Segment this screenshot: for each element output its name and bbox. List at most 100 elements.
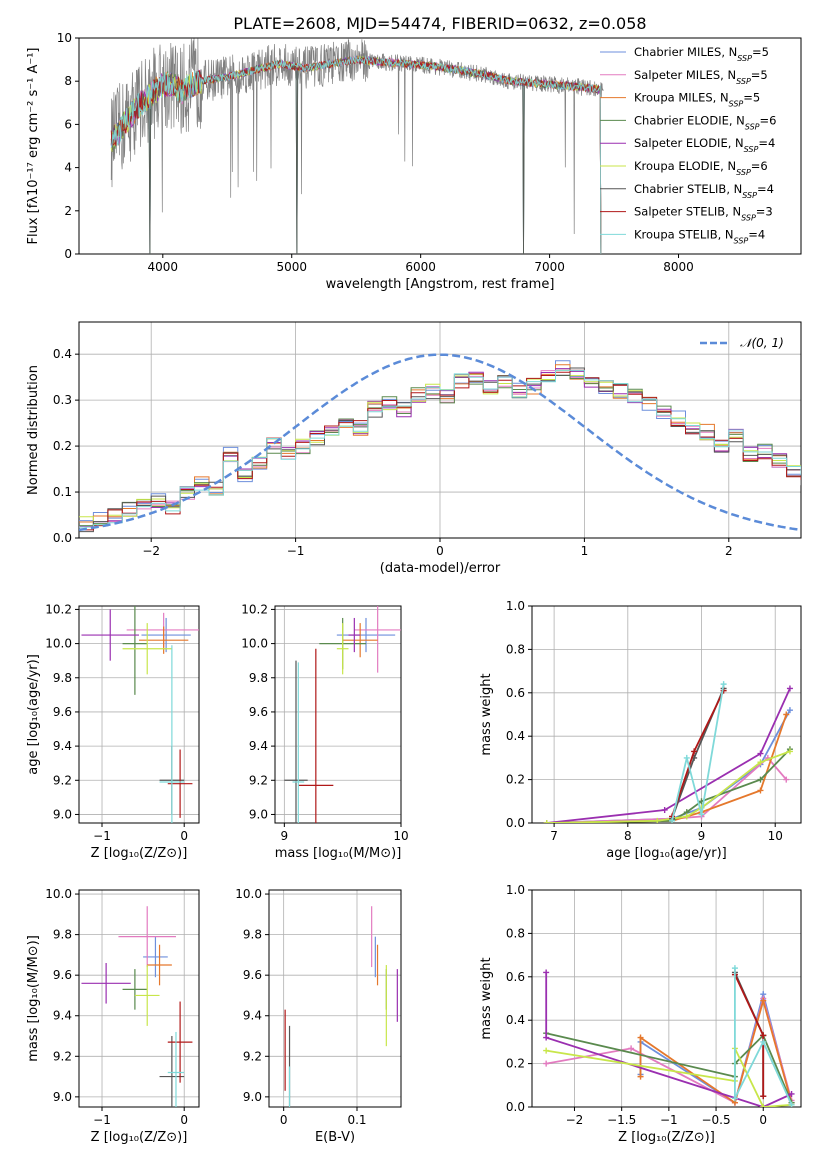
x-tick-label: 6000 [405, 260, 436, 274]
weight-marker [691, 748, 698, 755]
y-tick-label: 0.4 [53, 347, 72, 361]
y-tick-label: 4 [64, 161, 72, 175]
y-tick-label: 9.0 [243, 1090, 262, 1104]
y-tick-label: 10.0 [45, 887, 72, 901]
y-tick-label: 0.2 [53, 439, 72, 453]
legend-label: Chabrier ELODIE, NSSP=6 [634, 113, 776, 130]
legend-label: 𝒩(0, 1) [740, 336, 784, 350]
y-tick-label: 9.8 [53, 671, 72, 685]
weight-marker [757, 787, 764, 794]
y-tick-label: 0.8 [506, 926, 525, 940]
weight-line-kroupa-stelib [671, 683, 725, 822]
errorbar-point [141, 617, 191, 653]
y-tick-label: 0.6 [506, 686, 525, 700]
weight-marker [637, 1034, 644, 1041]
errorbar-point [336, 617, 396, 653]
errorbar-point [122, 969, 148, 1010]
y-tick-label: 1.0 [506, 599, 525, 613]
normal-curve [79, 353, 801, 532]
mass_vs_Z-errorbars [81, 906, 193, 1107]
errorbar-point [81, 963, 131, 1004]
x-tick-label: −1.5 [607, 1113, 636, 1127]
weight-marker [683, 754, 690, 761]
age_vs_mass-axes: 9 10 9.0 9.2 9.4 9.6 9.8 10.0 10.2 mass [log₁₀(M/… [241, 602, 408, 861]
errorbar-point [147, 944, 172, 986]
figure-title: PLATE=2608, MJD=54474, FIBERID=0632, z=0… [233, 14, 646, 33]
y-tick-label: 9.0 [53, 807, 72, 821]
y-tick-label: 10.2 [241, 602, 268, 616]
x-axis-label: E(B-V) [315, 1130, 355, 1145]
x-tick-label: 1 [581, 544, 589, 558]
residuals-axes: −2 −1 0 1 2 0.0 0.1 0.2 0.3 0.4 (data-model)/error… [26, 321, 802, 576]
weight-marker [731, 965, 738, 972]
y-tick-label: 0.2 [506, 773, 525, 787]
weight-marker [543, 969, 550, 976]
weight-marker [786, 748, 793, 755]
weight-marker [731, 1095, 738, 1102]
x-tick-label: 9 [281, 829, 289, 843]
axes-frame [78, 605, 200, 824]
y-axis-label: age [log₁₀(age/yr)] [26, 654, 41, 775]
weight-marker [669, 817, 676, 823]
legend-label: Salpeter STELIB, NSSP=3 [634, 205, 773, 223]
y-tick-label: 2 [64, 204, 72, 218]
x-tick-label: 0 [280, 1113, 288, 1127]
age_vs_mass-errorbars [284, 606, 401, 823]
errorbar-point [348, 617, 361, 653]
y-axis-label: Normed distribution [26, 365, 41, 495]
y-axis-label: mass weight [479, 673, 494, 755]
y-tick-label: 10.0 [45, 637, 72, 651]
y-tick-label: 9.8 [243, 928, 262, 942]
axes-frame [78, 889, 200, 1108]
weight-line-kroupa-miles [546, 714, 788, 823]
massweight_vs_age-axes: 7 8 9 10 0.0 0.2 0.4 0.6 0.8 1.0 age [log₁₀(age/yr… [479, 599, 802, 861]
y-tick-label: 9.6 [53, 968, 72, 982]
x-tick-label: 9 [698, 829, 706, 843]
legend-label: Chabrier MILES, NSSP=5 [634, 45, 769, 63]
y-tick-label: 9.8 [249, 671, 268, 685]
x-tick-label: 7 [550, 829, 558, 843]
weight-marker [757, 759, 764, 766]
y-tick-label: 0.3 [53, 393, 72, 407]
x-tick-label: 10 [768, 829, 783, 843]
weight-marker [661, 806, 668, 813]
y-tick-label: 10.0 [241, 637, 268, 651]
errorbar-point [118, 906, 176, 968]
legend-label: Chabrier STELIB, NSSP=4 [634, 182, 774, 200]
legend-label: Salpeter MILES, NSSP=5 [634, 68, 768, 86]
residual-histogram-salpeter-stelib [79, 369, 801, 531]
weight-line-chabrier-elodie [546, 748, 791, 823]
y-axis-label: Flux [fλ10⁻¹⁷ erg cm⁻² s⁻¹ A⁻¹] [26, 48, 41, 245]
y-tick-label: 9.4 [53, 1009, 72, 1023]
observed-spectrum [110, 38, 604, 235]
axes-frame [531, 889, 802, 1108]
spectrum-lines [110, 38, 604, 254]
x-tick-label: −1 [93, 1113, 111, 1127]
x-tick-label: 4000 [148, 260, 179, 274]
axes-frame [78, 321, 802, 539]
histograms [79, 353, 801, 533]
x-tick-label: −1 [93, 829, 111, 843]
weight-marker [543, 1060, 550, 1067]
y-tick-label: 0.0 [506, 816, 525, 830]
y-tick-label: 9.2 [249, 773, 268, 787]
x-tick-label: 0 [180, 1113, 188, 1127]
x-tick-label: 8 [624, 829, 632, 843]
y-tick-label: 9.0 [53, 1090, 72, 1104]
y-tick-label: 1.0 [506, 883, 525, 897]
y-tick-label: 9.8 [53, 928, 72, 942]
y-tick-label: 0.6 [506, 970, 525, 984]
x-tick-label: 0 [180, 829, 188, 843]
weight-marker [786, 685, 793, 692]
y-tick-label: 0.4 [506, 729, 525, 743]
age_vs_Z-errorbars [81, 606, 199, 823]
weight-marker [654, 817, 661, 823]
x-tick-label: −0.5 [701, 1113, 730, 1127]
axes-frame [531, 605, 802, 824]
y-tick-label: 9.6 [249, 705, 268, 719]
y-tick-label: 10.2 [45, 602, 72, 616]
errorbar-point [159, 645, 185, 823]
weight-line-salpeter-elodie [545, 972, 792, 1107]
y-axis-label: mass [log₁₀(M/M⊙)] [26, 935, 41, 1062]
